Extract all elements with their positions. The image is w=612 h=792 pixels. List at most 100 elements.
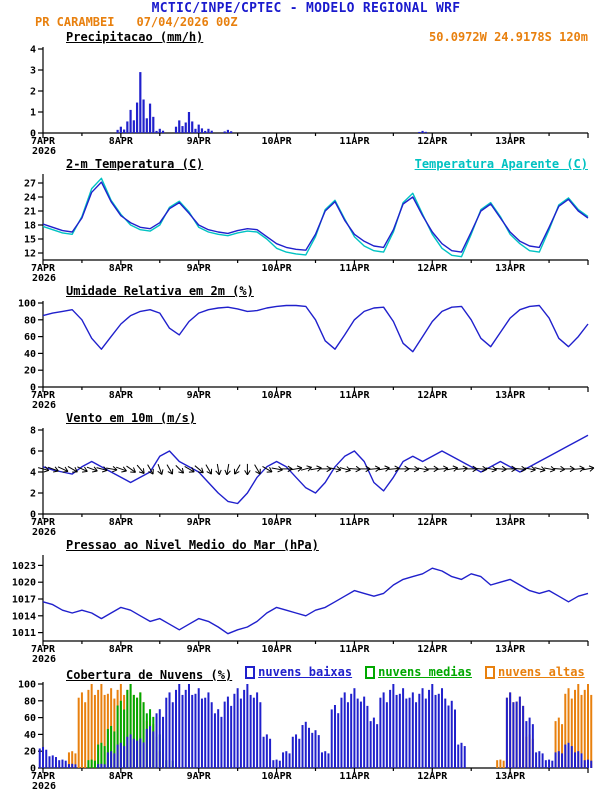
svg-text:6: 6 bbox=[30, 447, 36, 458]
chart-title-temperature: 2-m Temperatura (C) bbox=[66, 157, 204, 171]
svg-text:13APR: 13APR bbox=[495, 644, 526, 655]
svg-text:10APR: 10APR bbox=[262, 263, 293, 274]
svg-text:13APR: 13APR bbox=[495, 390, 526, 401]
panel-clouds: Cobertura de Nuvens (%) nuvens baixas nu… bbox=[0, 665, 612, 792]
svg-text:2: 2 bbox=[30, 489, 36, 500]
run-datetime: 07/04/2026 00Z bbox=[136, 15, 238, 29]
svg-text:13APR: 13APR bbox=[495, 517, 526, 528]
legend-mid-clouds: nuvens medias bbox=[365, 665, 472, 679]
svg-text:18: 18 bbox=[24, 221, 36, 232]
chart-title-clouds: Cobertura de Nuvens (%) bbox=[66, 667, 233, 682]
svg-text:8APR: 8APR bbox=[109, 644, 134, 655]
svg-text:11APR: 11APR bbox=[339, 517, 370, 528]
svg-text:8APR: 8APR bbox=[109, 390, 134, 401]
svg-text:2026: 2026 bbox=[32, 146, 56, 157]
high-clouds-swatch-icon bbox=[485, 665, 496, 679]
svg-text:100: 100 bbox=[18, 680, 36, 691]
station-coordinates: 50.0972W 24.9178S 120m bbox=[429, 30, 588, 44]
panel-wind: Vento em 10m (m/s) 0 2 4 6 8 7APR 8APR 9APR 10AP… bbox=[0, 411, 612, 539]
svg-text:12APR: 12APR bbox=[417, 517, 448, 528]
svg-text:15: 15 bbox=[24, 235, 36, 246]
low-clouds-swatch-icon bbox=[245, 665, 256, 679]
svg-text:11APR: 11APR bbox=[339, 390, 370, 401]
svg-text:2: 2 bbox=[30, 87, 36, 98]
panel-temperature-header: 2-m Temperatura (C) Temperatura Aparente… bbox=[66, 157, 588, 171]
station-name: PR CARAMBEI bbox=[35, 15, 115, 29]
clouds-chart: 0 20 40 60 80 100 7APR 8APR 9APR 10APR 11APR 12APR 1… bbox=[18, 680, 593, 792]
report-title: MCTIC/INPE/CPTEC - MODELO REGIONAL WRF bbox=[151, 1, 461, 16]
svg-text:4: 4 bbox=[30, 468, 36, 479]
svg-text:8APR: 8APR bbox=[109, 263, 134, 274]
svg-text:60: 60 bbox=[24, 713, 36, 724]
svg-text:1020: 1020 bbox=[12, 578, 36, 589]
svg-text:7APR: 7APR bbox=[31, 644, 56, 655]
legend-low-clouds: nuvens baixas bbox=[245, 665, 352, 679]
svg-text:20: 20 bbox=[24, 747, 36, 758]
panel-clouds-header: Cobertura de Nuvens (%) nuvens baixas nu… bbox=[66, 665, 588, 682]
svg-text:9APR: 9APR bbox=[187, 644, 212, 655]
svg-text:7APR: 7APR bbox=[31, 517, 56, 528]
svg-text:0: 0 bbox=[30, 129, 36, 140]
svg-text:12: 12 bbox=[24, 249, 36, 260]
svg-text:2026: 2026 bbox=[32, 654, 56, 665]
svg-text:13APR: 13APR bbox=[495, 136, 526, 147]
panel-pressure-header: Pressao ao Nivel Medio do Mar (hPa) bbox=[66, 538, 588, 552]
svg-text:13APR: 13APR bbox=[495, 263, 526, 274]
report-subtitle: PR CARAMBEI 07/04/2026 00Z bbox=[35, 15, 238, 29]
panel-wind-header: Vento em 10m (m/s) bbox=[66, 411, 588, 425]
panel-precipitation: Precipitacao (mm/h) 50.0972W 24.9178S 12… bbox=[0, 30, 612, 158]
svg-text:10APR: 10APR bbox=[262, 136, 293, 147]
svg-text:24: 24 bbox=[24, 193, 36, 204]
svg-text:12APR: 12APR bbox=[417, 136, 448, 147]
svg-text:12APR: 12APR bbox=[417, 263, 448, 274]
svg-text:2026: 2026 bbox=[32, 400, 56, 411]
svg-text:12APR: 12APR bbox=[417, 771, 448, 782]
svg-text:7APR: 7APR bbox=[31, 136, 56, 147]
svg-text:3: 3 bbox=[30, 66, 36, 77]
svg-text:27: 27 bbox=[24, 179, 36, 190]
panel-temperature: 2-m Temperatura (C) Temperatura Aparente… bbox=[0, 157, 612, 285]
svg-text:9APR: 9APR bbox=[187, 771, 212, 782]
svg-text:7APR: 7APR bbox=[31, 263, 56, 274]
svg-text:8APR: 8APR bbox=[109, 517, 134, 528]
svg-text:1011: 1011 bbox=[12, 628, 36, 639]
legend-high-clouds: nuvens altas bbox=[485, 665, 585, 679]
svg-text:9APR: 9APR bbox=[187, 136, 212, 147]
svg-text:100: 100 bbox=[18, 299, 36, 310]
svg-text:60: 60 bbox=[24, 332, 36, 343]
svg-text:8APR: 8APR bbox=[109, 771, 134, 782]
temperature-chart: 12 15 18 21 24 27 7APR 8APR 9APR 10APR 11APR 12APR 1… bbox=[24, 174, 589, 284]
svg-text:9APR: 9APR bbox=[187, 263, 212, 274]
svg-text:20: 20 bbox=[24, 366, 36, 377]
chart-title-precipitation: Precipitacao (mm/h) bbox=[66, 30, 204, 44]
svg-text:1: 1 bbox=[30, 108, 36, 119]
chart-title-wind: Vento em 10m (m/s) bbox=[66, 411, 197, 425]
panel-precipitation-header: Precipitacao (mm/h) 50.0972W 24.9178S 12… bbox=[66, 30, 588, 44]
svg-text:0: 0 bbox=[30, 764, 36, 775]
svg-text:2026: 2026 bbox=[32, 781, 56, 792]
svg-text:80: 80 bbox=[24, 315, 36, 326]
svg-text:1014: 1014 bbox=[12, 611, 36, 622]
svg-text:80: 80 bbox=[24, 696, 36, 707]
svg-text:0: 0 bbox=[30, 383, 36, 394]
pressure-chart: 1011 1014 1017 1020 1023 7APR 8APR 9APR 10APR 11A… bbox=[12, 555, 589, 665]
svg-text:10APR: 10APR bbox=[262, 644, 293, 655]
apparent-temp-legend: Temperatura Aparente (C) bbox=[414, 157, 588, 171]
svg-text:11APR: 11APR bbox=[339, 771, 370, 782]
svg-text:9APR: 9APR bbox=[187, 390, 212, 401]
panel-humidity: Umidade Relativa em 2m (%) 0 20 40 60 80 100 7… bbox=[0, 284, 612, 412]
svg-text:11APR: 11APR bbox=[339, 263, 370, 274]
humidity-chart: 0 20 40 60 80 100 7APR 8APR 9APR 10APR 11APR 12APR 1… bbox=[18, 299, 589, 411]
svg-text:12APR: 12APR bbox=[417, 644, 448, 655]
svg-text:0: 0 bbox=[30, 510, 36, 521]
chart-title-humidity: Umidade Relativa em 2m (%) bbox=[66, 284, 254, 298]
svg-text:40: 40 bbox=[24, 349, 36, 360]
svg-text:21: 21 bbox=[24, 207, 36, 218]
chart-title-pressure: Pressao ao Nivel Medio do Mar (hPa) bbox=[66, 538, 319, 552]
precipitation-chart: 0 1 2 3 4 7APR 8APR 9APR 10APR 11APR 12APR 13APR 202… bbox=[30, 45, 589, 157]
svg-text:2026: 2026 bbox=[32, 273, 56, 284]
svg-text:2026: 2026 bbox=[32, 527, 56, 538]
svg-text:40: 40 bbox=[24, 730, 36, 741]
svg-text:11APR: 11APR bbox=[339, 136, 370, 147]
